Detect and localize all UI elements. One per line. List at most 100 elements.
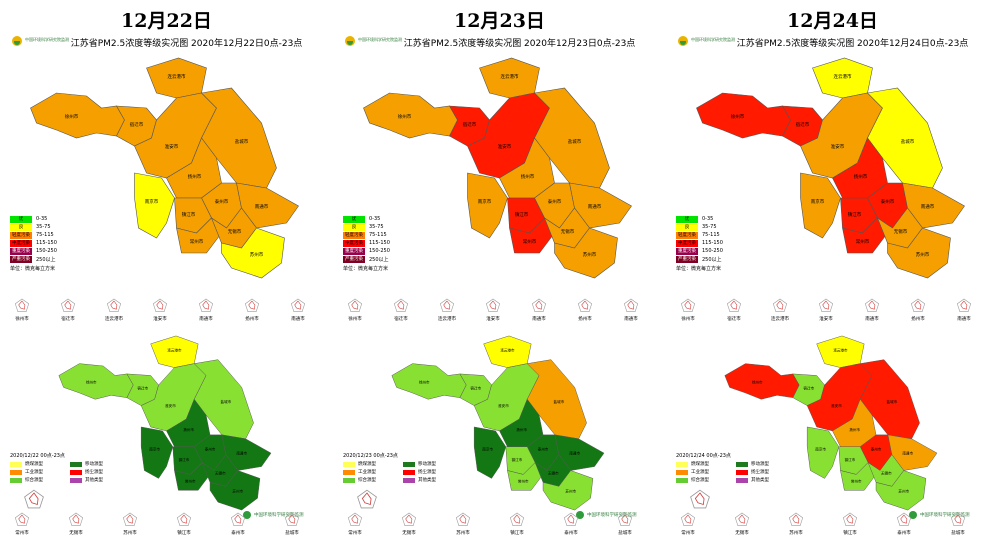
city-label-nj: 南京市: [482, 447, 493, 452]
region-nj: [467, 172, 508, 239]
radar-icon: [176, 512, 192, 526]
city-label-zj: 镇江市: [515, 211, 529, 218]
city-label-yc: 盐城市: [554, 399, 565, 404]
region-szh: [887, 227, 951, 279]
radar-city-label: 常州市: [15, 531, 29, 536]
legend-range: 150-250: [36, 248, 57, 254]
radar-icon: [230, 512, 246, 526]
city-label-yz: 扬州市: [521, 173, 535, 180]
city-label-sq: 宿迁市: [137, 386, 148, 391]
radar-icon: [68, 512, 84, 526]
radar-city-label: 徐州市: [15, 317, 29, 322]
radar-chart: 盐城市: [605, 510, 645, 536]
radar-icon: [864, 298, 880, 312]
type-legend-item: 其他类型: [403, 477, 463, 483]
type-label: 扬尘源型: [85, 470, 103, 475]
radar-city-label: 泰州市: [564, 531, 578, 536]
legend-swatch: 轻度污染: [10, 231, 32, 239]
radar-chart: 镇江市: [164, 510, 204, 536]
radar-icon: [290, 298, 306, 312]
radar-chart: 常州市: [668, 510, 708, 536]
legend-range: 250以上: [702, 256, 722, 263]
radar-icon: [577, 298, 593, 312]
radar-icon: [910, 298, 926, 312]
radar-icon: [106, 298, 122, 312]
source-type-legend: 2020/12/24 00点-23点 燃煤源型 移动源型 工业源型 扬尘源型 综合源型 其他…: [676, 452, 796, 483]
city-label-cz: 常州市: [185, 478, 196, 483]
radar-city-label: 盐城市: [951, 531, 965, 536]
logo-text: 中国环境科学研究院监测: [25, 37, 69, 42]
legend-range: 35-75: [369, 224, 384, 230]
legend-range: 75-115: [36, 232, 54, 238]
org-logo: 中国环境科学研究院监测: [243, 511, 304, 519]
city-label-zj: 镇江市: [179, 457, 190, 462]
radar-chart: 南通市: [944, 296, 984, 322]
type-swatch: [736, 477, 748, 483]
legend-swatch: 重度污染: [676, 247, 698, 255]
radar-city-label: 扬州市: [245, 317, 259, 322]
radar-city-label: 盐城市: [618, 531, 632, 536]
radar-chart: 宿迁市: [714, 296, 754, 322]
radar-city-label: 盐城市: [285, 531, 299, 536]
radar-icon: [896, 512, 912, 526]
radar-chart: 盐城市: [938, 510, 978, 536]
city-label-xz: 徐州市: [419, 379, 430, 384]
legend-range: 0-35: [36, 216, 48, 222]
type-legend-item: 工业源型: [10, 469, 70, 475]
panel-date: 12月23日: [454, 10, 545, 32]
type-legend-item: 综合源型: [343, 477, 403, 483]
region-nj: [473, 426, 507, 479]
legend-item: 优 0-35: [343, 215, 390, 223]
type-swatch: [10, 469, 22, 475]
type-legend-item: 综合源型: [676, 477, 736, 483]
radar-chart: 苏州市: [110, 510, 150, 536]
city-label-tz: 泰州市: [871, 447, 882, 452]
org-text: 中国环境科学研究院监测: [254, 513, 304, 518]
legend-swatch: 良: [676, 223, 698, 231]
radar-city-label: 宿迁市: [61, 317, 75, 322]
radar-icon: [347, 298, 363, 312]
radar-chart: 南通市: [186, 296, 226, 322]
legend-range: 35-75: [36, 224, 51, 230]
radar-chart: 泰州市: [884, 510, 924, 536]
city-label-xz: 徐州市: [752, 379, 763, 384]
radar-chart: 无锡市: [389, 510, 429, 536]
radar-city-label: 常州市: [348, 531, 362, 536]
radar-chart: 徐州市: [335, 296, 375, 322]
radar-chart: 南通市: [611, 296, 651, 322]
radar-chart: 南通市: [852, 296, 892, 322]
city-label-szh: 苏州市: [583, 251, 597, 258]
city-label-nt: 南通市: [569, 451, 580, 456]
city-label-szh: 苏州市: [916, 251, 930, 258]
city-label-nj: 南京市: [815, 447, 826, 452]
type-label: 综合源型: [25, 478, 43, 483]
legend-item: 严重污染 250以上: [343, 255, 390, 263]
unit-note: 单位：微克每立方米: [343, 266, 389, 272]
city-label-yz: 扬州市: [188, 173, 202, 180]
city-label-nt: 南通市: [236, 451, 247, 456]
legend-range: 115-150: [702, 240, 723, 246]
logo: 中国环境科学研究院监测: [345, 36, 415, 46]
city-label-lyg: 连云港市: [500, 348, 515, 353]
radar-chart: 常州市: [335, 510, 375, 536]
radar-icon: [152, 298, 168, 312]
org-logo: 中国环境科学研究院监测: [576, 511, 637, 519]
radar-icon: [60, 298, 76, 312]
radar-city-label: 淮安市: [819, 317, 833, 322]
city-label-nj: 南京市: [811, 198, 825, 205]
radar-city-label: 南通市: [532, 317, 546, 322]
city-label-sq: 宿迁市: [803, 386, 814, 391]
city-label-tz: 泰州市: [548, 198, 562, 205]
legend-item: 优 0-35: [676, 215, 723, 223]
type-label: 移动源型: [418, 462, 436, 467]
city-label-ha: 淮安市: [831, 143, 845, 150]
radar-city-label: 镇江市: [843, 531, 857, 536]
type-swatch: [10, 461, 22, 467]
radar-city-label: 南通市: [199, 317, 213, 322]
city-label-wx: 无锡市: [548, 470, 559, 475]
city-label-cz: 常州市: [518, 478, 529, 483]
legend-swatch: 良: [343, 223, 365, 231]
type-swatch: [10, 477, 22, 483]
